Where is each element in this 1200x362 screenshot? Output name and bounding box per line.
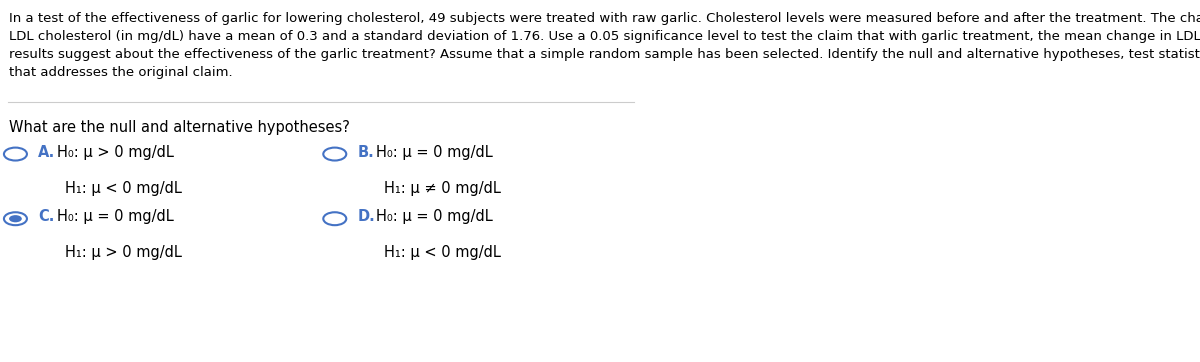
Text: D.: D.: [358, 210, 374, 224]
Text: H₁: μ ≠ 0 mg/dL: H₁: μ ≠ 0 mg/dL: [384, 181, 500, 196]
Text: H₀: μ = 0 mg/dL: H₀: μ = 0 mg/dL: [377, 145, 493, 160]
Text: C.: C.: [37, 210, 54, 224]
Circle shape: [10, 215, 22, 222]
Text: In a test of the effectiveness of garlic for lowering cholesterol, 49 subjects w: In a test of the effectiveness of garlic…: [10, 12, 1200, 79]
Text: H₀: μ = 0 mg/dL: H₀: μ = 0 mg/dL: [377, 210, 493, 224]
Text: A.: A.: [37, 145, 55, 160]
Text: B.: B.: [358, 145, 374, 160]
Text: H₁: μ < 0 mg/dL: H₁: μ < 0 mg/dL: [384, 245, 500, 260]
Text: What are the null and alternative hypotheses?: What are the null and alternative hypoth…: [10, 120, 350, 135]
Text: H₁: μ < 0 mg/dL: H₁: μ < 0 mg/dL: [65, 181, 181, 196]
Text: H₀: μ = 0 mg/dL: H₀: μ = 0 mg/dL: [56, 210, 174, 224]
Text: H₁: μ > 0 mg/dL: H₁: μ > 0 mg/dL: [65, 245, 181, 260]
Text: H₀: μ > 0 mg/dL: H₀: μ > 0 mg/dL: [56, 145, 174, 160]
